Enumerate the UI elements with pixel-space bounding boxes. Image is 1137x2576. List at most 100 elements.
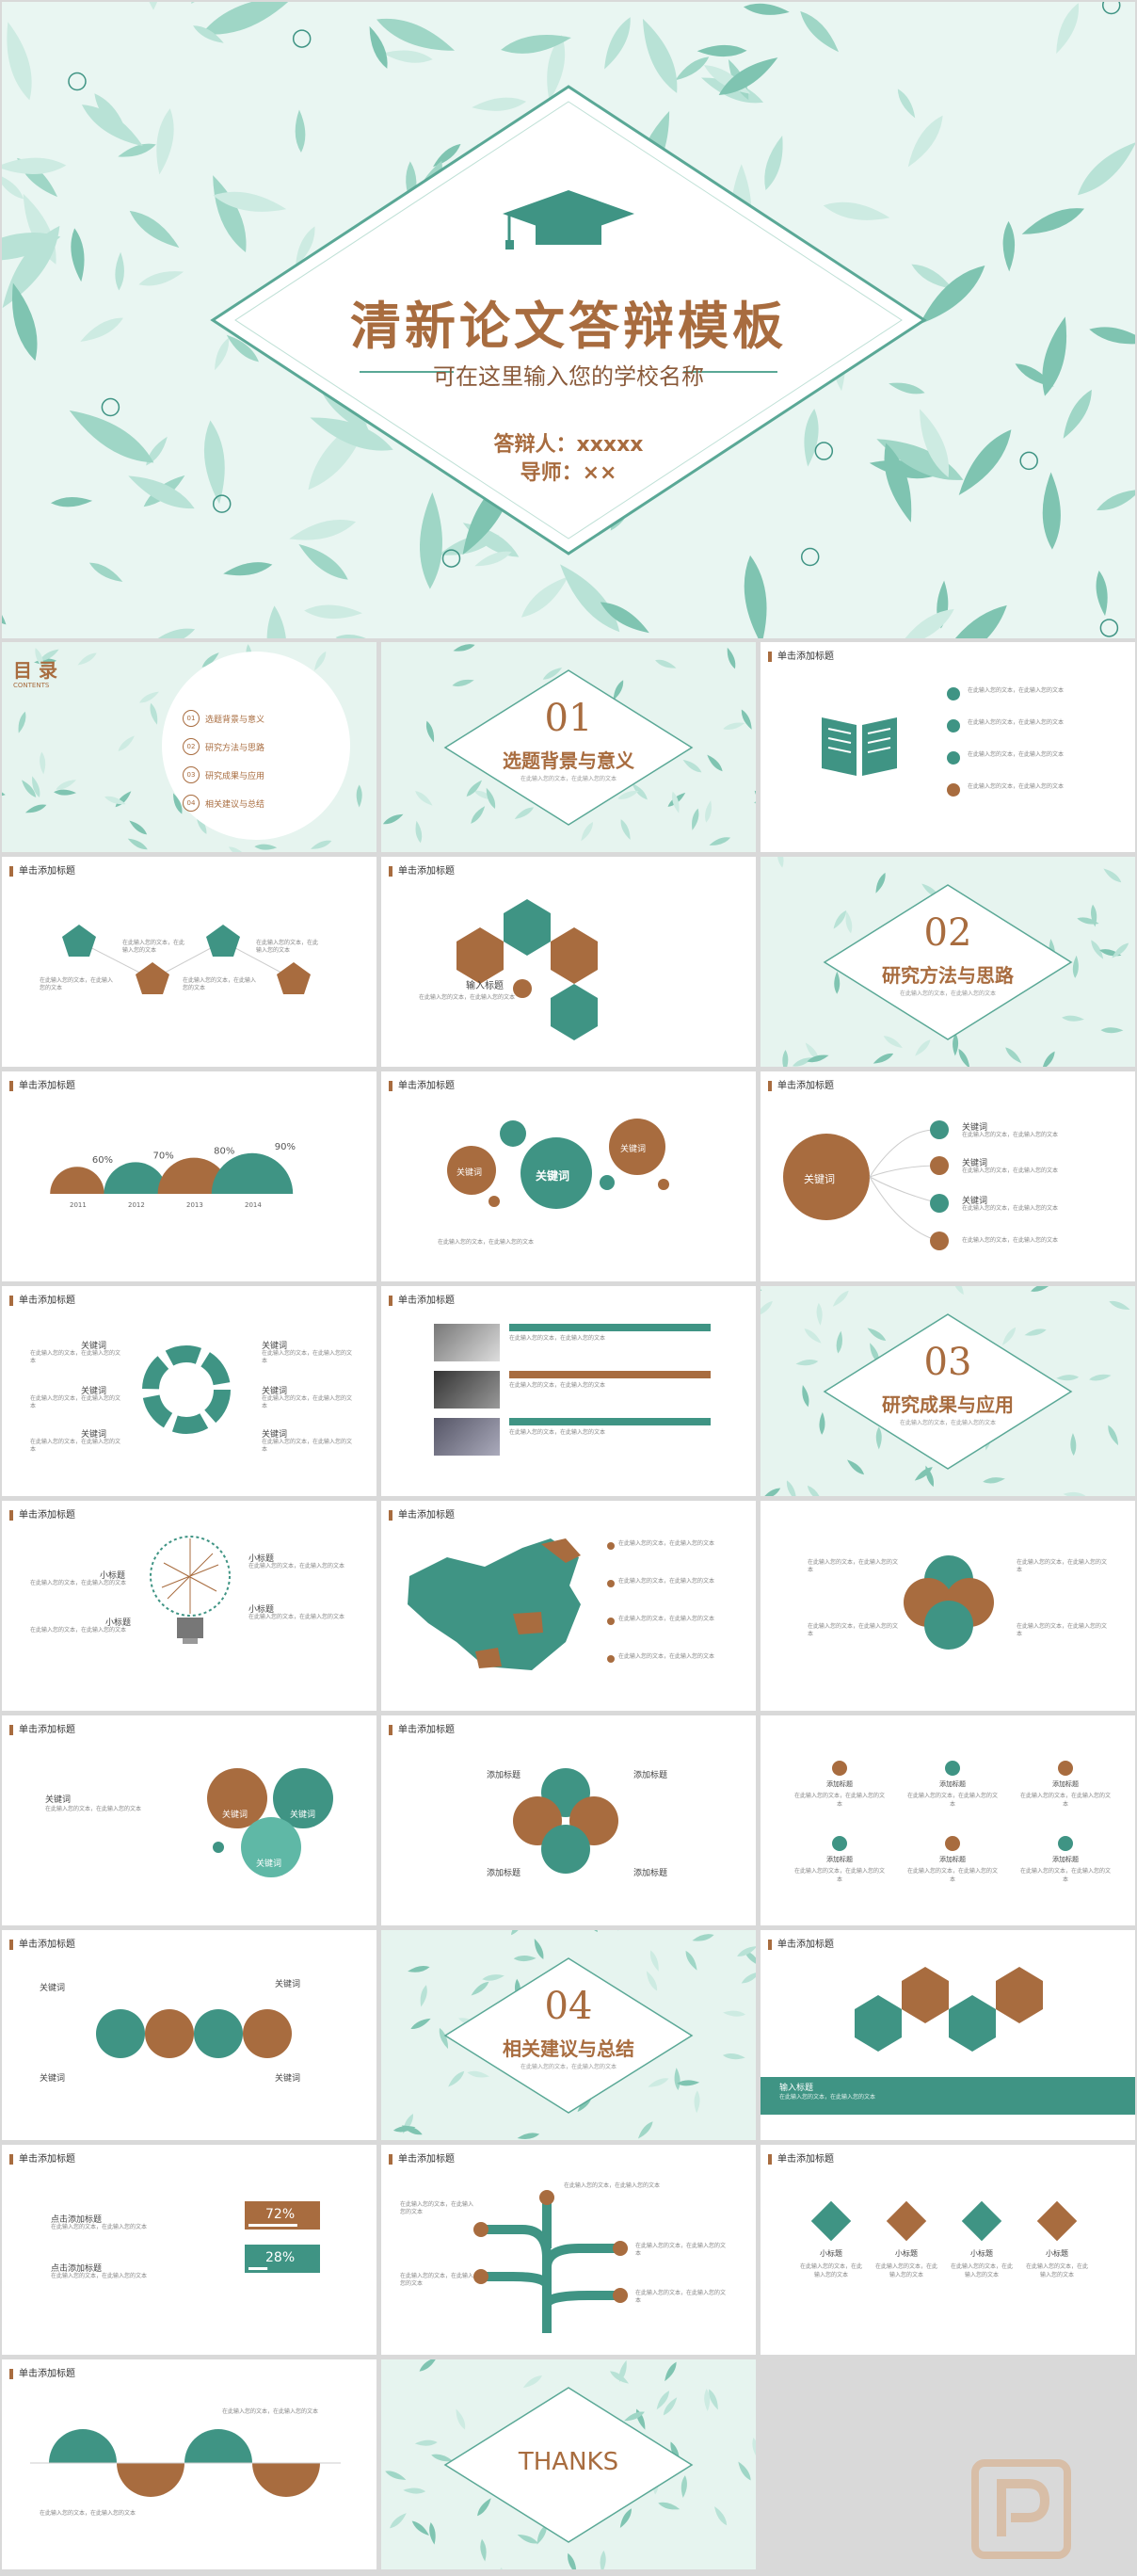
toc-item[interactable]: 04 相关建议与总结 (183, 789, 264, 817)
progress-value: 72% (265, 2207, 295, 2222)
slide-lightbulb[interactable]: 单击添加标题 小标题 在此输入您的文本，在此输入您的文本 小标题 在此输入您的文… (2, 1501, 376, 1711)
slide-progress[interactable]: 单击添加标题 72% 28% 点击添加标题 在此输入您的文本，在此输入您的文本 点… (2, 2145, 376, 2355)
four-circle-diagram (904, 1555, 994, 1650)
item-text: 在此输入您的文本，在此输入您的文本 (968, 751, 1065, 758)
slide-tree[interactable]: 单击添加标题 在此输入您的文本，在此输入您的文本 在此输入您的文本，在此输入您的… (381, 2145, 756, 2355)
leaf-pattern (761, 1286, 1130, 1496)
item-text: 在此输入您的文本，在此输入您的文本 (874, 2263, 937, 2278)
diamond-item: 小标题 在此输入您的文本，在此输入您的文本 (873, 2200, 939, 2278)
slide-section-02[interactable]: 02 研究方法与思路 在此输入您的文本，在此输入您的文本 (761, 857, 1135, 1067)
petal-title: 添加标题 (487, 1869, 521, 1878)
circle-text: 在此输入您的文本，在此输入您的文本 (1017, 1559, 1108, 1573)
ring-text: 在此输入您的文本，在此输入您的文本 (262, 1439, 353, 1453)
school-name: 可在这里输入您的学校名称 (433, 363, 704, 390)
slide-hex-band[interactable]: 单击添加标题 输入标题 在此输入您的文本，在此输入您的文本 (761, 1930, 1135, 2140)
category-label: 2013 (186, 1201, 203, 1209)
ring-keyword: 关键词 (262, 1430, 288, 1440)
slide-ring[interactable]: 单击添加标题 关键词 在此输入您的文本，在此输入您的文本 关键词 在此输入您的文… (2, 1286, 376, 1496)
slide-diamond-icons[interactable]: 单击添加标题 小标题 在此输入您的文本，在此输入您的文本 小标题 在此输入您的文本，在… (761, 2145, 1135, 2355)
slide-photos[interactable]: 单击添加标题 在此输入您的文本，在此输入您的文本 在此输入您的文本，在此输入您的… (381, 1286, 756, 1496)
icon-grid-item: 添加标题 在此输入您的文本，在此输入您的文本 (793, 1836, 887, 1883)
value-label: 70% (152, 1151, 173, 1161)
small-title: 小标题 (100, 1571, 126, 1581)
slide-half-circles[interactable]: 单击添加标题 在此输入您的文本，在此输入您的文本 在此输入您的文本，在此输入您的… (2, 2359, 376, 2569)
keyword-text: 在此输入您的文本，在此输入您的文本 (962, 1237, 1059, 1244)
item-title: 小标题 (970, 2249, 993, 2258)
slide-chain-circles[interactable]: 单击添加标题 关键词 关键词 关键词 关键词 (2, 1930, 376, 2140)
slide-three-circles[interactable]: 单击添加标题 关键词 关键词 关键词 关键词 在此输入您的文本，在此输入您的文本 (2, 1715, 376, 1925)
slide-section-04[interactable]: 04 相关建议与总结 在此输入您的文本，在此输入您的文本 (381, 1930, 756, 2140)
tree-text: 在此输入您的文本，在此输入您的文本 (635, 2290, 727, 2304)
section-title: 研究成果与应用 (882, 1393, 1014, 1416)
toc-list: 01 选题背景与意义 02 研究方法与思路 03 研究成果与应用 04 相关建议与总结 (183, 704, 264, 817)
photo (434, 1324, 500, 1361)
slide-thanks[interactable]: THANKS (381, 2359, 756, 2569)
half-circle-text: 在此输入您的文本，在此输入您的文本 (40, 2510, 136, 2517)
slide-semicircle-chart[interactable]: 单击添加标题 60% 2011 70% 2012 80% 2013 90% 2014 (2, 1071, 376, 1281)
ring-text: 在此输入您的文本，在此输入您的文本 (262, 1395, 353, 1409)
slide-keyword-bubbles[interactable]: 单击添加标题 关键词 关键词 关键词 在此输入您的文本，在此输入您的文本 (381, 1071, 756, 1281)
toc-item-label: 研究方法与思路 (205, 743, 265, 753)
icon-grid-item: 添加标题 在此输入您的文本，在此输入您的文本 (905, 1836, 1000, 1883)
map-dot (607, 1618, 615, 1625)
graduation-cap-icon (503, 190, 634, 250)
hexagon-cluster (456, 899, 598, 1040)
slide-four-circles[interactable]: 在此输入您的文本，在此输入您的文本 在此输入您的文本，在此输入您的文本 在此输入… (761, 1501, 1135, 1711)
bubble-label-center: 关键词 (536, 1169, 570, 1183)
slide-keyword-list[interactable]: 单击添加标题 关键词 关键词 在此输入您的文本，在此输入您的文本 关键词 在此输… (761, 1071, 1135, 1281)
ring-keyword: 关键词 (81, 1342, 107, 1351)
slide-section-03[interactable]: 03 研究成果与应用 在此输入您的文本，在此输入您的文本 (761, 1286, 1135, 1496)
input-title: 输入标题 (466, 981, 504, 991)
circle-keyword: 关键词 (222, 1811, 248, 1820)
slide-header: 单击添加标题 (389, 866, 455, 877)
map-text: 在此输入您的文本，在此输入您的文本 (618, 1578, 715, 1585)
toc-item-label: 研究成果与应用 (205, 771, 265, 781)
china-map (408, 1538, 581, 1670)
section-description: 在此输入您的文本，在此输入您的文本 (899, 990, 996, 997)
map-text: 在此输入您的文本，在此输入您的文本 (618, 1653, 715, 1660)
item-text: 在此输入您的文本，在此输入您的文本 (793, 1868, 885, 1883)
toc-item-number: 03 (183, 766, 200, 783)
slide-header: 单击添加标题 (389, 1510, 455, 1521)
slide-hexagons[interactable]: 单击添加标题 输入标题 在此输入您的文本，在此输入您的文本 (381, 857, 756, 1067)
circle-text: 在此输入您的文本，在此输入您的文本 (808, 1623, 899, 1637)
toc-item[interactable]: 03 研究成果与应用 (183, 761, 264, 789)
ring-keyword: 关键词 (262, 1387, 288, 1396)
bubble-diagram (447, 1119, 669, 1209)
progress-chart: 72% 28% (245, 2201, 320, 2273)
diamond-icon (1036, 2200, 1078, 2242)
thanks-text: THANKS (518, 2448, 619, 2476)
band-title: 输入标题 (779, 2084, 814, 2093)
item-title: 添加标题 (1052, 1780, 1079, 1788)
ring-keyword: 关键词 (81, 1387, 107, 1396)
photo-text: 在此输入您的文本，在此输入您的文本 (509, 1382, 606, 1389)
circle-text: 在此输入您的文本，在此输入您的文本 (45, 1806, 142, 1812)
slide-toc[interactable]: 目 录 CONTENTS 01 选题背景与意义 02 研究方法与思路 03 研究成果与… (2, 642, 376, 852)
map-text: 在此输入您的文本，在此输入您的文本 (618, 1540, 715, 1547)
bubble-label: 关键词 (620, 1145, 647, 1154)
item-text: 在此输入您的文本，在此输入您的文本 (799, 2263, 862, 2278)
section-description: 在此输入您的文本，在此输入您的文本 (520, 2064, 617, 2070)
chain-keyword: 关键词 (275, 1980, 301, 1989)
item-title: 添加标题 (939, 1856, 966, 1863)
item-title: 小标题 (820, 2249, 842, 2258)
toc-item[interactable]: 02 研究方法与思路 (183, 733, 264, 761)
slide-icon-grid[interactable]: 添加标题 在此输入您的文本，在此输入您的文本 添加标题 在此输入您的文本，在此输入您的… (761, 1715, 1135, 1925)
slide-header: 单击添加标题 (768, 1940, 834, 1950)
section-number: 02 (923, 911, 972, 955)
slide-petal[interactable]: 单击添加标题 添加标题 添加标题 添加标题 添加标题 (381, 1715, 756, 1925)
toc-item[interactable]: 01 选题背景与意义 (183, 704, 264, 733)
item-text: 在此输入您的文本，在此输入您的文本 (906, 1793, 998, 1808)
slide-map[interactable]: 单击添加标题 在此输入您的文本，在此输入您的文本 在此输入您的文本，在此输入您的… (381, 1501, 756, 1711)
slide-header: 单击添加标题 (9, 1081, 75, 1091)
list-item: 在此输入您的文本，在此输入您的文本 (947, 751, 1099, 783)
slide-book[interactable]: 单击添加标题 在此输入您的文本，在此输入您的文本 在此输入您的文本，在此输入您的… (761, 642, 1135, 852)
slide-pentagons[interactable]: 单击添加标题 在此输入您的文本，在此输入您的文本 在此输入您的文本，在此输入您的… (2, 857, 376, 1067)
keyword-item: 关键词 (962, 1123, 988, 1133)
slide-section-01[interactable]: 01 选题背景与意义 在此输入您的文本，在此输入您的文本 (381, 642, 756, 852)
three-circle-diagram (207, 1768, 333, 1877)
ring-text: 在此输入您的文本，在此输入您的文本 (30, 1439, 121, 1453)
slide-header: 单击添加标题 (9, 866, 75, 877)
toc-item-number: 04 (183, 795, 200, 812)
photo-text: 在此输入您的文本，在此输入您的文本 (509, 1335, 606, 1342)
